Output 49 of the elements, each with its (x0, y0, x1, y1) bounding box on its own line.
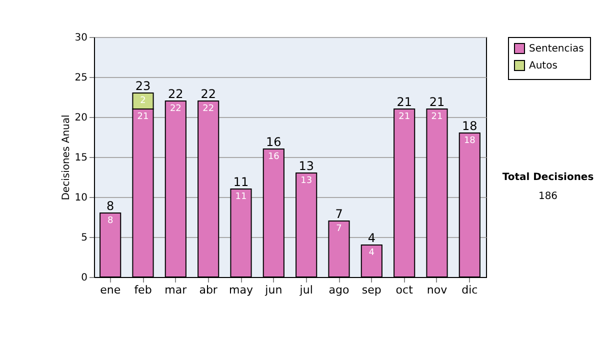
x-tick-label: may (229, 284, 254, 296)
x-tick-label: abr (199, 284, 218, 296)
total-label: 23 (135, 79, 151, 93)
x-tick-label: oct (396, 284, 414, 296)
total-label: 16 (266, 135, 282, 149)
data-label: 16 (268, 152, 280, 162)
x-tick-label: sep (362, 284, 382, 296)
x-tick-label: jul (298, 284, 313, 296)
data-label: 7 (336, 224, 342, 234)
x-tick-label: nov (426, 284, 448, 296)
x-tick-label: dic (462, 284, 478, 296)
data-label: 18 (464, 136, 476, 146)
total-label: 22 (168, 87, 184, 101)
total-label: 13 (298, 159, 314, 173)
y-tick-label: 5 (81, 232, 88, 244)
total-label: 7 (335, 207, 343, 221)
y-tick-label: 30 (74, 32, 88, 44)
x-tick-label: mar (164, 284, 188, 296)
data-label: 2 (140, 96, 146, 106)
text: 186 (537, 191, 559, 202)
x-tick-label: ene (100, 284, 121, 296)
data-label: 11 (235, 192, 247, 202)
data-label: 21 (137, 112, 149, 122)
text: Total Decisiones (501, 172, 595, 183)
total-label: 21 (396, 95, 412, 109)
data-label: 13 (300, 176, 312, 186)
y-tick-label: 25 (74, 72, 88, 84)
total-label: 4 (368, 231, 376, 245)
y-tick-label: 20 (74, 112, 88, 124)
total-label: 21 (429, 95, 445, 109)
x-tick-label: jun (264, 284, 282, 296)
y-tick-label: 10 (74, 192, 88, 204)
data-label: 22 (170, 104, 182, 114)
data-label: 4 (368, 248, 375, 258)
x-tick-label: feb (134, 284, 152, 296)
data-label: 21 (398, 112, 410, 122)
legend-label: Autos (529, 60, 558, 72)
total-label: 11 (233, 175, 249, 189)
total-label: 18 (462, 119, 478, 133)
y-tick-label: 0 (81, 272, 88, 284)
y-axis-title: Decisiones Anual (60, 114, 72, 200)
y-tick-label: 15 (74, 152, 88, 164)
total-label: 22 (200, 87, 216, 101)
x-tick-label: ago (328, 284, 350, 296)
data-label: 8 (107, 216, 114, 226)
total-label: 8 (106, 199, 114, 213)
data-label: 22 (202, 104, 214, 114)
legend-label: Sentencias (529, 44, 584, 54)
data-label: 21 (431, 112, 443, 122)
